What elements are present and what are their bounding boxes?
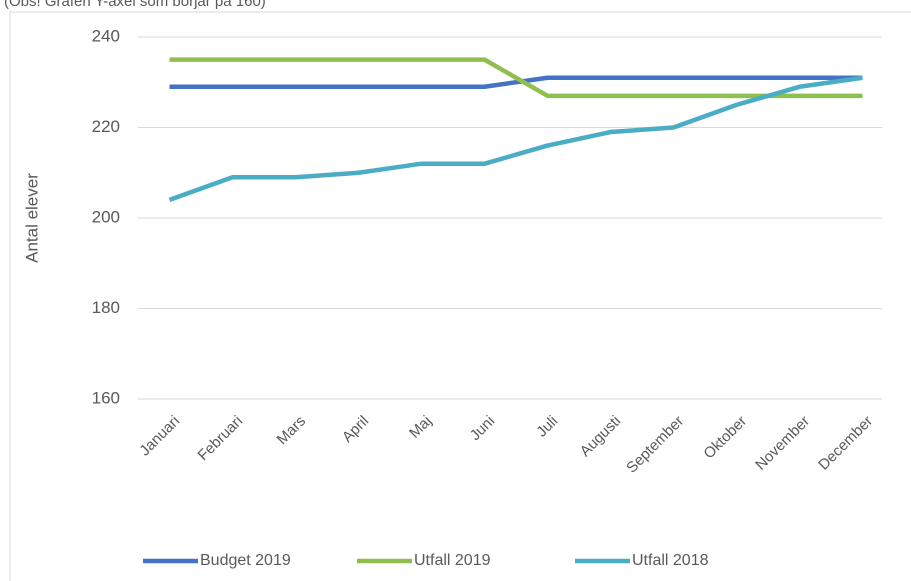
x-tick-label: December [815,413,876,474]
y-tick-label: 160 [92,388,120,407]
y-tick-label: 220 [92,117,120,136]
x-tick-label: Augusti [577,413,624,460]
line-series [169,57,863,99]
legend-label: Utfall 2018 [632,552,709,569]
x-tick-label: Januari [136,413,183,460]
chart-subtitle: (Obs! Grafen Y-axel som börjar på 160) [4,0,266,10]
chart-frame [9,11,911,581]
x-tick-label: April [339,413,372,446]
legend-label: Utfall 2019 [414,552,491,569]
y-tick-label: 240 [92,26,120,45]
y-axis-label: Antal elever [22,173,41,263]
legend-label: Budget 2019 [200,552,291,569]
x-tick-label: Oktober [700,413,750,463]
x-tick-label: November [752,413,813,474]
y-tick-label: 200 [92,207,120,226]
x-tick-label: Juni [467,413,498,444]
x-tick-label: Februari [195,413,247,465]
x-tick-label: Mars [274,413,310,449]
line-series [168,75,863,203]
y-tick-label: 180 [92,298,120,317]
x-tick-label: Maj [406,413,435,442]
x-tick-label: September [623,413,687,477]
line-series [169,75,863,90]
x-tick-label: Juli [533,413,561,441]
